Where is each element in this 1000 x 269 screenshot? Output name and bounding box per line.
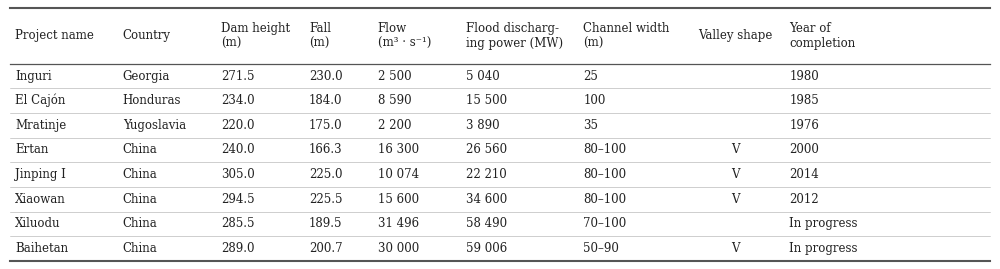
Text: China: China: [123, 168, 158, 181]
Text: Baihetan: Baihetan: [15, 242, 68, 255]
Text: 100: 100: [583, 94, 606, 107]
Text: 175.0: 175.0: [309, 119, 343, 132]
Text: In progress: In progress: [789, 217, 858, 231]
Text: 285.5: 285.5: [221, 217, 254, 231]
Text: 50–90: 50–90: [583, 242, 619, 255]
Text: 289.0: 289.0: [221, 242, 254, 255]
Text: Yugoslavia: Yugoslavia: [123, 119, 186, 132]
Text: 80–100: 80–100: [583, 143, 627, 157]
Text: China: China: [123, 193, 158, 206]
Text: 34 600: 34 600: [466, 193, 507, 206]
Text: 1976: 1976: [789, 119, 819, 132]
Text: 225.5: 225.5: [309, 193, 342, 206]
Text: 305.0: 305.0: [221, 168, 255, 181]
Text: Flood discharg-
ing power (MW): Flood discharg- ing power (MW): [466, 22, 563, 50]
Text: 5 040: 5 040: [466, 69, 500, 83]
Text: Channel width
(m): Channel width (m): [583, 22, 670, 50]
Text: 2014: 2014: [789, 168, 819, 181]
Text: Jinping I: Jinping I: [15, 168, 66, 181]
Text: 31 496: 31 496: [378, 217, 419, 231]
Text: Ertan: Ertan: [15, 143, 48, 157]
Text: V: V: [731, 242, 739, 255]
Text: 189.5: 189.5: [309, 217, 342, 231]
Text: China: China: [123, 143, 158, 157]
Text: 271.5: 271.5: [221, 69, 254, 83]
Text: V: V: [731, 168, 739, 181]
Text: 80–100: 80–100: [583, 193, 627, 206]
Text: El Cajón: El Cajón: [15, 94, 65, 107]
Text: 166.3: 166.3: [309, 143, 343, 157]
Text: 1980: 1980: [789, 69, 819, 83]
Text: 80–100: 80–100: [583, 168, 627, 181]
Text: Honduras: Honduras: [123, 94, 181, 107]
Text: 25: 25: [583, 69, 598, 83]
Text: 15 500: 15 500: [466, 94, 507, 107]
Text: Project name: Project name: [15, 29, 94, 43]
Text: 240.0: 240.0: [221, 143, 254, 157]
Text: 200.7: 200.7: [309, 242, 343, 255]
Text: Xiluodu: Xiluodu: [15, 217, 60, 231]
Text: 10 074: 10 074: [378, 168, 419, 181]
Text: 30 000: 30 000: [378, 242, 419, 255]
Text: 1985: 1985: [789, 94, 819, 107]
Text: Georgia: Georgia: [123, 69, 170, 83]
Text: 22 210: 22 210: [466, 168, 507, 181]
Text: 225.0: 225.0: [309, 168, 342, 181]
Text: 59 006: 59 006: [466, 242, 507, 255]
Text: 15 600: 15 600: [378, 193, 419, 206]
Text: Fall
(m): Fall (m): [309, 22, 331, 50]
Text: Inguri: Inguri: [15, 69, 52, 83]
Text: 8 590: 8 590: [378, 94, 411, 107]
Text: Dam height
(m): Dam height (m): [221, 22, 290, 50]
Text: 35: 35: [583, 119, 598, 132]
Text: V: V: [731, 193, 739, 206]
Text: Mratinje: Mratinje: [15, 119, 66, 132]
Text: Year of
completion: Year of completion: [789, 22, 855, 50]
Text: Country: Country: [123, 29, 171, 43]
Text: Valley shape: Valley shape: [698, 29, 772, 43]
Text: 2012: 2012: [789, 193, 819, 206]
Text: 70–100: 70–100: [583, 217, 627, 231]
Text: 3 890: 3 890: [466, 119, 499, 132]
Text: Xiaowan: Xiaowan: [15, 193, 66, 206]
Text: China: China: [123, 217, 158, 231]
Text: 2 500: 2 500: [378, 69, 411, 83]
Text: 16 300: 16 300: [378, 143, 419, 157]
Text: In progress: In progress: [789, 242, 858, 255]
Text: V: V: [731, 143, 739, 157]
Text: 26 560: 26 560: [466, 143, 507, 157]
Text: 184.0: 184.0: [309, 94, 342, 107]
Text: Flow
(m³ · s⁻¹): Flow (m³ · s⁻¹): [378, 22, 431, 50]
Text: 234.0: 234.0: [221, 94, 254, 107]
Text: 220.0: 220.0: [221, 119, 254, 132]
Text: China: China: [123, 242, 158, 255]
Text: 2 200: 2 200: [378, 119, 411, 132]
Text: 230.0: 230.0: [309, 69, 343, 83]
Text: 2000: 2000: [789, 143, 819, 157]
Text: 294.5: 294.5: [221, 193, 254, 206]
Text: 58 490: 58 490: [466, 217, 507, 231]
